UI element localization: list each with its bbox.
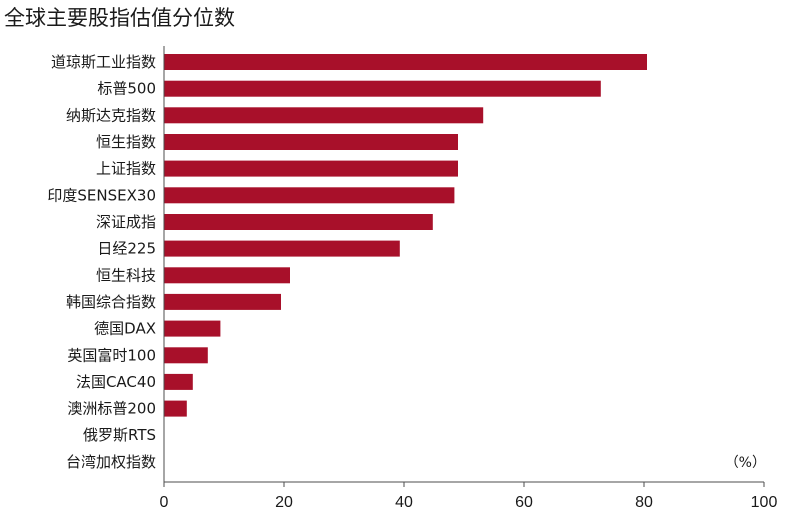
- category-label-13: 澳洲标普200: [67, 400, 156, 418]
- category-label-10: 德国DAX: [94, 320, 156, 338]
- bar-10: [164, 320, 221, 337]
- x-tick-label-5: 100: [751, 494, 778, 511]
- bar-9: [164, 293, 281, 310]
- bar-0: [164, 54, 647, 70]
- x-axis: 0 20 40 60 80 100: [160, 46, 778, 511]
- bar-3: [164, 134, 458, 150]
- bar-13: [164, 400, 187, 417]
- category-label-5: 印度SENSEX30: [47, 186, 156, 204]
- bar-11: [164, 347, 208, 364]
- category-label-12: 法国CAC40: [76, 373, 156, 391]
- bars-layer: [164, 54, 647, 417]
- category-label-6: 深证成指: [96, 213, 156, 231]
- category-label-1: 标普500: [97, 80, 156, 98]
- x-tick-label-0: 0: [160, 494, 169, 511]
- category-label-8: 恒生科技: [96, 266, 156, 284]
- bar-8: [164, 267, 290, 284]
- category-label-14: 俄罗斯RTS: [83, 426, 156, 444]
- bar-1: [164, 80, 601, 97]
- category-label-7: 日经225: [97, 240, 156, 258]
- bar-12: [164, 373, 193, 390]
- x-tick-label-1: 20: [275, 494, 293, 511]
- bar-5: [164, 187, 455, 204]
- bar-4: [164, 160, 458, 177]
- chart-title: 全球主要股指估值分位数: [4, 6, 235, 30]
- category-label-15: 台湾加权指数: [66, 453, 156, 471]
- category-label-0: 道琼斯工业指数: [51, 53, 156, 71]
- x-tick-label-4: 80: [635, 494, 653, 511]
- category-label-9: 韩国综合指数: [66, 293, 156, 311]
- category-label-4: 上证指数: [96, 160, 156, 178]
- bar-7: [164, 240, 400, 257]
- category-label-3: 恒生指数: [96, 133, 156, 151]
- category-label-11: 英国富时100: [67, 346, 156, 364]
- category-label-2: 纳斯达克指数: [66, 106, 156, 124]
- bar-6: [164, 214, 433, 230]
- x-tick-label-3: 60: [515, 494, 533, 511]
- unit-label: （%）: [725, 455, 766, 471]
- bar-2: [164, 107, 484, 124]
- x-tick-label-2: 40: [395, 494, 413, 511]
